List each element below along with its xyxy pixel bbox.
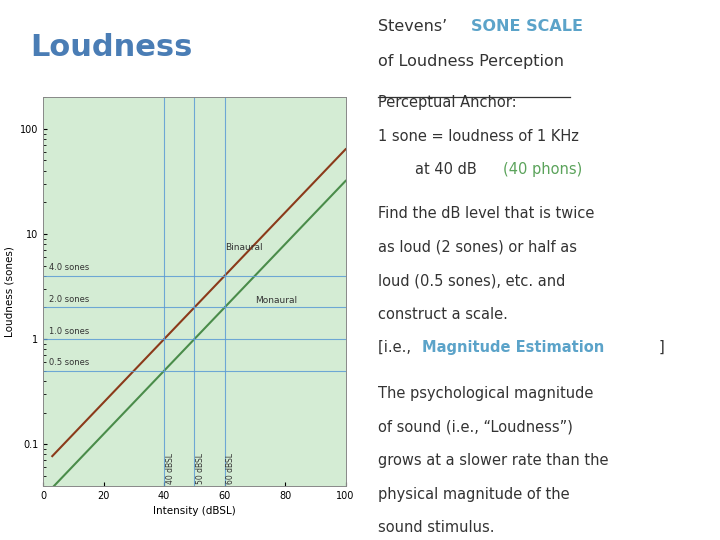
Text: (40 phons): (40 phons) xyxy=(503,162,582,177)
Text: The psychological magnitude: The psychological magnitude xyxy=(378,386,593,401)
Y-axis label: Loudness (sones): Loudness (sones) xyxy=(4,246,14,337)
Text: ]: ] xyxy=(658,340,664,355)
Text: of Loudness Perception: of Loudness Perception xyxy=(378,54,564,69)
Text: Find the dB level that is twice: Find the dB level that is twice xyxy=(378,206,594,221)
Text: 1 sone = loudness of 1 KHz: 1 sone = loudness of 1 KHz xyxy=(378,129,579,144)
Text: 4.0 sones: 4.0 sones xyxy=(49,264,89,272)
Text: 60 dBSL: 60 dBSL xyxy=(226,453,235,484)
Text: Monaural: Monaural xyxy=(255,296,297,305)
Text: 50 dBSL: 50 dBSL xyxy=(196,453,205,484)
Text: 40 dBSL: 40 dBSL xyxy=(166,453,175,484)
Text: SONE SCALE: SONE SCALE xyxy=(472,19,583,34)
X-axis label: Intensity (dBSL): Intensity (dBSL) xyxy=(153,507,235,516)
Text: Magnitude Estimation: Magnitude Estimation xyxy=(422,340,604,355)
Text: construct a scale.: construct a scale. xyxy=(378,307,508,322)
Text: Binaural: Binaural xyxy=(225,243,262,252)
Text: 2.0 sones: 2.0 sones xyxy=(49,295,89,304)
Text: loud (0.5 sones), etc. and: loud (0.5 sones), etc. and xyxy=(378,273,565,288)
Text: of sound (i.e., “Loudness”): of sound (i.e., “Loudness”) xyxy=(378,420,572,435)
Text: physical magnitude of the: physical magnitude of the xyxy=(378,487,570,502)
Text: Stevens’: Stevens’ xyxy=(378,19,452,34)
Text: [i.e.,: [i.e., xyxy=(378,340,415,355)
Text: sound stimulus.: sound stimulus. xyxy=(378,520,495,535)
Text: grows at a slower rate than the: grows at a slower rate than the xyxy=(378,453,608,468)
Text: 1.0 sones: 1.0 sones xyxy=(49,327,89,335)
Text: as loud (2 sones) or half as: as loud (2 sones) or half as xyxy=(378,240,577,255)
Text: 0.5 sones: 0.5 sones xyxy=(49,358,89,367)
Text: at 40 dB: at 40 dB xyxy=(378,162,481,177)
Text: Perceptual Anchor:: Perceptual Anchor: xyxy=(378,94,516,110)
Text: Loudness: Loudness xyxy=(30,33,193,62)
